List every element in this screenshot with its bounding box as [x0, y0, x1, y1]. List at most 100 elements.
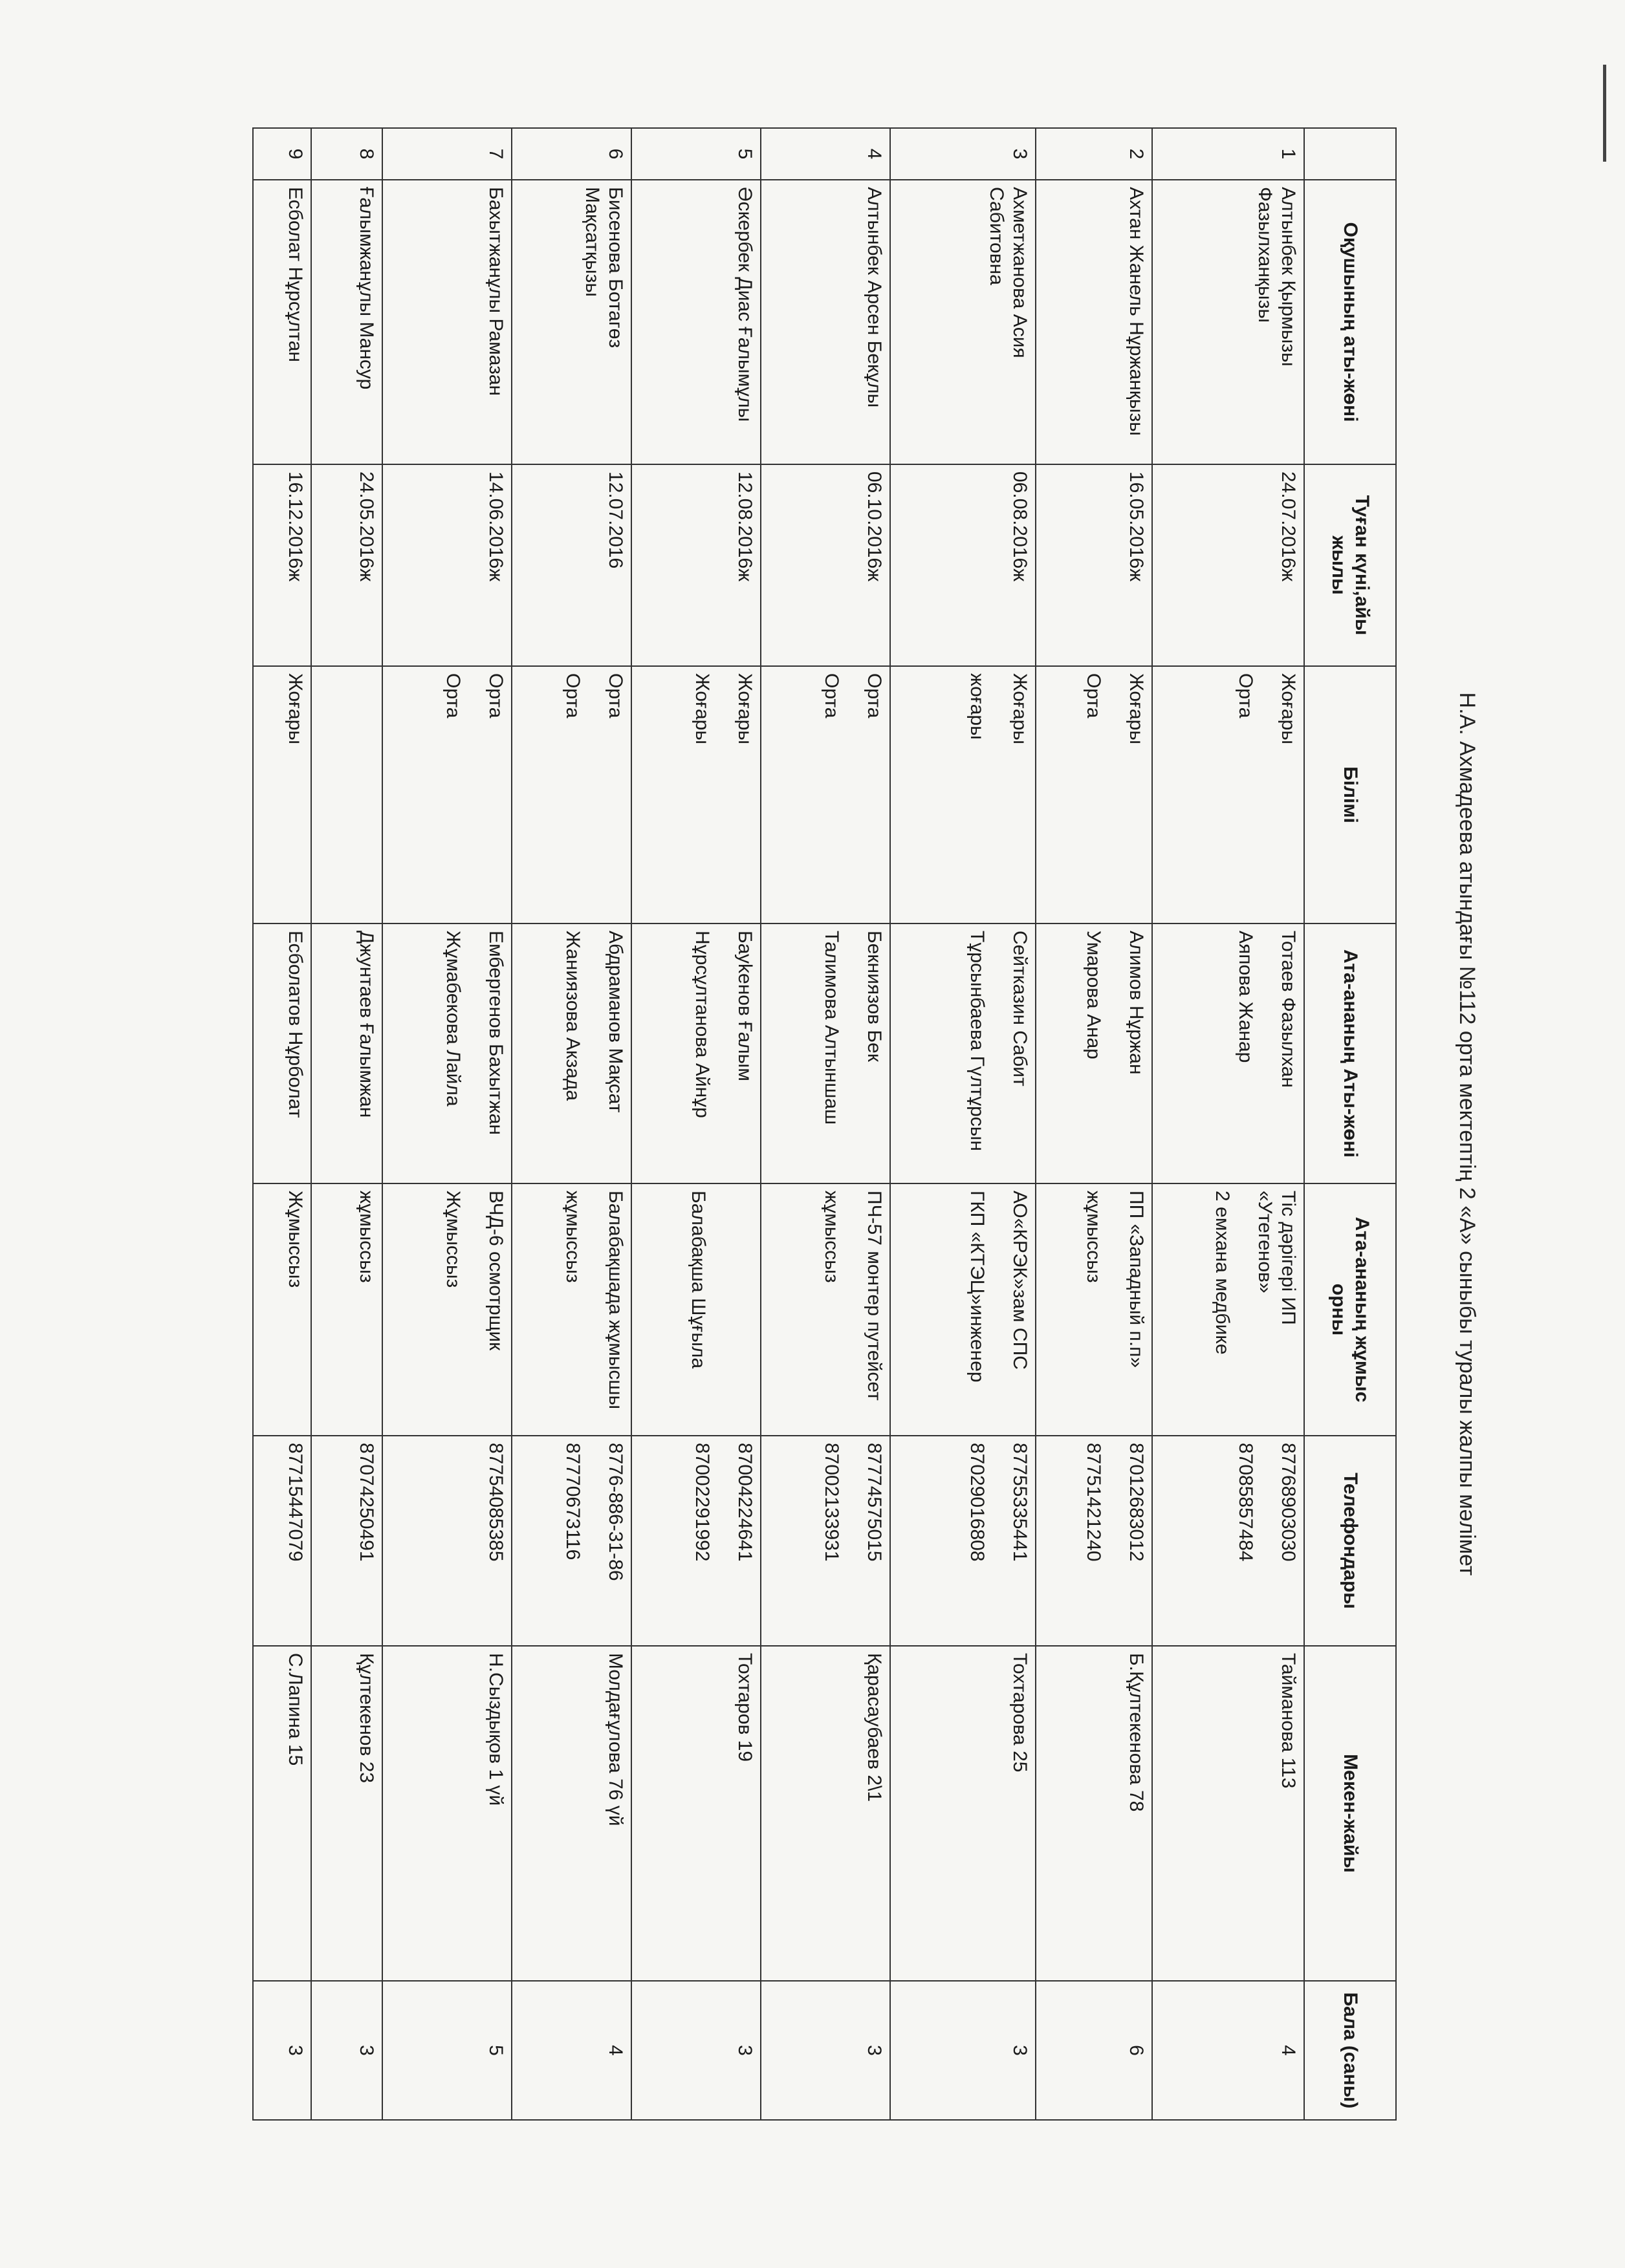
scan-mark — [1603, 65, 1606, 162]
header-cell — [1304, 128, 1396, 180]
education-line: Жоғары — [1009, 673, 1031, 744]
phone-cell: 87755335441 87029016808 — [890, 1436, 1036, 1646]
address-cell: Тохтарова 25 — [890, 1646, 1036, 1981]
education-line: Жоғары — [734, 673, 756, 744]
address-cell: Н.Сыздықов 1 үй — [382, 1646, 512, 1981]
parent-line: Джунтаев Ғалымжан — [356, 931, 377, 1118]
phone-line: 87768903030 — [1278, 1443, 1299, 1562]
phone-cell: 87074250491 — [311, 1436, 382, 1646]
phone-cell: 87715447079 — [253, 1436, 311, 1646]
birth-cell: 06.08.2016ж — [890, 464, 1036, 666]
student-row: 9 Есболат Нұрсұлтан 16.12.2016ж Жоғары Есбол… — [253, 128, 311, 2120]
education-cell — [311, 666, 382, 923]
parent-cell: Бекниязов Бек Талимова Алтыншаш — [761, 923, 890, 1183]
address-cell: Б.Құлтекенова 78 — [1036, 1646, 1152, 1981]
phone-line: 87085857484 — [1235, 1443, 1256, 1562]
parent-line: Талимова Алтыншаш — [821, 931, 842, 1125]
education-cell: Жоғары — [253, 666, 311, 923]
number-cell: 1 — [1152, 128, 1304, 180]
student-row: 8 Ғалымжанұлы Мансур 24.05.2016ж Джунтаев Ғ… — [311, 128, 382, 2120]
children-cell: 5 — [382, 1981, 512, 2120]
education-line: Орта — [1235, 673, 1256, 718]
job-cell: Балабақша Шұғыла — [631, 1183, 761, 1436]
job-line: Тіс дәрігері ИП «Утегенов» — [1254, 1191, 1299, 1325]
children-cell: 3 — [631, 1981, 761, 2120]
address-cell: С.Лапина 15 — [253, 1646, 311, 1981]
education-line: Орта — [864, 673, 885, 718]
phone-cell: 87012683012 87751421240 — [1036, 1436, 1152, 1646]
parent-line: Жаниязова Акзада — [562, 931, 583, 1101]
parent-line: Сейтказин Сабит — [1009, 931, 1031, 1086]
birth-cell: 24.05.2016ж — [311, 464, 382, 666]
education-line: Орта — [442, 673, 464, 718]
education-cell: Орта Орта — [761, 666, 890, 923]
education-cell: Жоғары Орта — [1152, 666, 1304, 923]
number-cell: 8 — [311, 128, 382, 180]
birth-cell: 16.12.2016ж — [253, 464, 311, 666]
job-line: Балабақшада жұмысшы — [605, 1191, 626, 1410]
education-cell: Орта Орта — [382, 666, 512, 923]
student-row: 2 Ахтан Жанель Нұржанқызы 16.05.2016ж Жоғар… — [1036, 128, 1152, 2120]
parent-cell: Абдраманов Мақсат Жаниязова Акзада — [512, 923, 631, 1183]
parent-line: Тотаев Фазылхан — [1278, 931, 1299, 1088]
parent-line: Есболатов Нұрболат — [285, 931, 306, 1118]
education-cell: Жоғары Орта — [1036, 666, 1152, 923]
number-cell: 5 — [631, 128, 761, 180]
parent-cell: Ембергенов Бахытжан Жұмабекова Лайла — [382, 923, 512, 1183]
job-line: ПП «Западный п.п» — [1126, 1191, 1147, 1368]
parent-cell: Джунтаев Ғалымжан — [311, 923, 382, 1183]
children-cell: 4 — [512, 1981, 631, 2120]
name-cell: Ахтан Жанель Нұржанқызы — [1036, 180, 1152, 464]
number-cell: 9 — [253, 128, 311, 180]
job-cell: ПЧ-57 монтер путейсет жұмыссыз — [761, 1183, 890, 1436]
parent-line: Бауkенов Ғалым — [734, 931, 756, 1081]
education-cell: Орта Орта — [512, 666, 631, 923]
birth-cell: 14.06.2016ж — [382, 464, 512, 666]
student-row: 1 Алтынбек Қырмызы Фазылханқызы 24.07.2016… — [1152, 128, 1304, 2120]
birth-cell: 24.07.2016ж — [1152, 464, 1304, 666]
parent-line: Умарова Анар — [1083, 931, 1104, 1059]
job-cell: жұмыссыз — [311, 1183, 382, 1436]
birth-cell: 12.07.2016 — [512, 464, 631, 666]
education-line: Орта — [1083, 673, 1104, 718]
education-line: Орта — [485, 673, 507, 718]
address-cell: Тохтаров 19 — [631, 1646, 761, 1981]
education-line: Орта — [605, 673, 626, 718]
job-line: АО«КРЭК»зам СПС — [1009, 1191, 1031, 1370]
address-cell: Қарасаубаев 2\1 — [761, 1646, 890, 1981]
job-line: ГКП «КТЭЦ»инженер — [966, 1191, 988, 1383]
name-cell: Бисенова Ботагөз Мақсатқызы — [512, 180, 631, 464]
student-row: 4 Алтынбек Арсен Бекұлы 06.10.2016ж Орта Орт… — [761, 128, 890, 2120]
phone-line: 87770673116 — [562, 1443, 583, 1561]
phone-line: 87755335441 — [1009, 1443, 1031, 1562]
children-cell: 6 — [1036, 1981, 1152, 2120]
phone-line: 87715447079 — [285, 1443, 306, 1562]
education-line: Жоғары — [1126, 673, 1147, 744]
phone-line: 87074250491 — [356, 1443, 377, 1562]
phone-cell: 8776-886-31-86 87770673116 — [512, 1436, 631, 1646]
number-cell: 3 — [890, 128, 1036, 180]
phone-line: 87002291992 — [692, 1443, 713, 1562]
student-row: 3 Ахметжанова Асия Сабитовна 06.08.2016ж Жо… — [890, 128, 1036, 2120]
children-cell: 4 — [1152, 1981, 1304, 2120]
phone-line: 87029016808 — [966, 1443, 988, 1562]
column-header: Оқушының аты-жөні — [1304, 180, 1396, 464]
parent-cell: Есболатов Нұрболат — [253, 923, 311, 1183]
phone-line: 87004224641 — [734, 1443, 756, 1562]
address-cell: Құлтекенов 23 — [311, 1646, 382, 1981]
parent-line: Бекниязов Бек — [864, 931, 885, 1062]
number-cell: 2 — [1036, 128, 1152, 180]
birth-cell: 16.05.2016ж — [1036, 464, 1152, 666]
phone-line: 87774575015 — [864, 1443, 885, 1562]
column-header: Бала (саны) — [1304, 1981, 1396, 2120]
address-cell: Тайманова 113 — [1152, 1646, 1304, 1981]
job-cell: Тіс дәрігері ИП «Утегенов» 2 емхана медби… — [1152, 1183, 1304, 1436]
job-line: жұмыссыз — [356, 1191, 377, 1283]
column-header: Мекен-жайы — [1304, 1646, 1396, 1981]
name-cell: Алтынбек Арсен Бекұлы — [761, 180, 890, 464]
header-row: Оқушының аты-жөні Туған күні,айы жылы Білі… — [1304, 128, 1396, 2120]
parent-cell: Тотаев Фазылхан Аяпова Жанар — [1152, 923, 1304, 1183]
parent-line: Ембергенов Бахытжан — [485, 931, 507, 1135]
document-title: Н.А. Ахмадеева атындағы №112 орта мектеп… — [1455, 692, 1479, 1576]
